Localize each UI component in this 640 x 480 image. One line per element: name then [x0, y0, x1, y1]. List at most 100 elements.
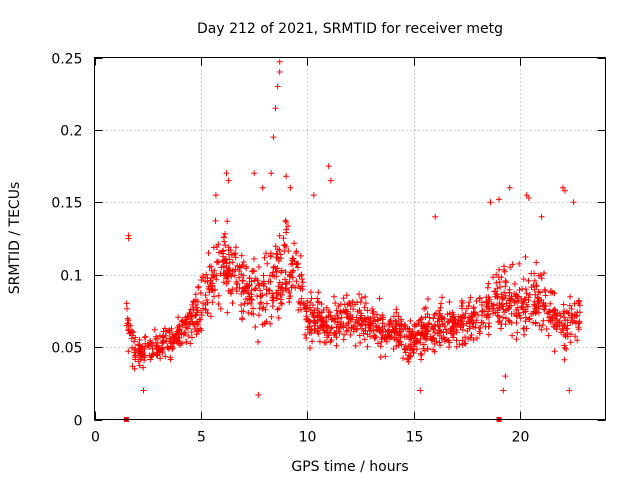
data-point — [269, 272, 276, 279]
data-point-outlier — [259, 184, 266, 191]
data-point — [516, 260, 523, 267]
data-point — [251, 286, 258, 293]
data-point-outlier — [268, 170, 275, 177]
data-point — [505, 304, 512, 311]
data-point — [498, 274, 505, 281]
data-point — [224, 309, 231, 316]
data-point — [420, 333, 427, 339]
data-point — [273, 250, 280, 257]
data-point — [273, 289, 280, 296]
data-point — [152, 336, 159, 342]
data-point — [349, 298, 356, 305]
data-point — [350, 306, 357, 313]
data-point — [156, 332, 163, 339]
data-point — [260, 278, 267, 285]
data-point — [226, 259, 233, 266]
data-point — [267, 278, 274, 285]
data-point — [268, 313, 275, 320]
data-point — [248, 278, 255, 285]
data-point — [124, 305, 130, 312]
data-point — [560, 301, 567, 308]
data-point — [248, 287, 255, 294]
data-point — [169, 345, 176, 352]
data-point — [511, 299, 518, 306]
data-point — [356, 291, 363, 298]
data-point — [424, 311, 431, 317]
data-point — [507, 264, 514, 271]
data-point — [404, 356, 411, 363]
data-point — [384, 331, 391, 338]
data-point — [471, 311, 478, 318]
data-point-outlier — [212, 192, 219, 199]
data-point — [299, 279, 306, 286]
data-point — [412, 339, 419, 346]
data-point — [468, 332, 475, 338]
data-point — [405, 343, 412, 350]
data-point — [204, 275, 211, 282]
data-point-outlier — [570, 199, 577, 206]
data-point — [484, 284, 491, 291]
data-point — [458, 321, 465, 328]
data-point — [166, 335, 173, 342]
data-point — [502, 283, 509, 290]
x-tick-label: 5 — [197, 430, 206, 446]
data-point — [242, 296, 249, 302]
data-point — [205, 250, 212, 256]
data-point — [255, 312, 262, 319]
data-point — [438, 300, 444, 307]
data-point — [436, 339, 443, 346]
data-point — [481, 308, 488, 315]
data-point — [213, 276, 220, 283]
data-point — [553, 316, 560, 323]
data-point — [187, 306, 194, 313]
data-point — [215, 301, 222, 307]
data-point — [324, 329, 331, 336]
data-point — [566, 302, 573, 309]
data-point — [212, 217, 219, 224]
data-point — [444, 319, 451, 326]
data-point — [421, 341, 427, 348]
data-point — [183, 339, 190, 345]
data-point — [561, 314, 568, 321]
data-point — [375, 317, 382, 324]
data-point — [229, 300, 236, 306]
data-point-outlier — [223, 170, 230, 177]
data-point — [549, 308, 556, 315]
data-point — [574, 337, 581, 344]
data-point — [482, 323, 489, 330]
data-point-outlier — [125, 235, 132, 242]
data-point — [457, 314, 464, 321]
data-point — [463, 305, 470, 312]
data-point — [135, 341, 142, 348]
data-point — [157, 355, 164, 362]
data-point — [545, 332, 552, 339]
data-point — [215, 292, 222, 299]
data-point — [433, 338, 440, 345]
data-point — [276, 232, 283, 239]
data-point — [402, 325, 409, 332]
data-point — [162, 332, 169, 339]
data-point — [255, 338, 261, 345]
data-point — [204, 299, 211, 306]
data-point — [295, 298, 302, 305]
data-point — [223, 260, 230, 267]
data-point — [280, 235, 287, 242]
data-point — [174, 324, 181, 331]
data-point — [256, 282, 263, 289]
data-point — [371, 314, 378, 321]
data-point — [184, 325, 191, 332]
data-point — [535, 295, 542, 302]
data-point — [340, 336, 347, 343]
data-point — [124, 315, 131, 322]
data-point — [459, 300, 466, 306]
data-point — [539, 302, 546, 309]
data-point — [135, 349, 142, 356]
data-point — [361, 304, 368, 311]
data-point — [188, 315, 195, 322]
data-point — [149, 345, 156, 352]
data-point-outlier — [525, 195, 532, 201]
chart-title: Day 212 of 2021, SRMTID for receiver met… — [197, 21, 503, 37]
data-point — [398, 318, 405, 325]
data-point — [289, 282, 296, 289]
data-point — [466, 299, 473, 306]
